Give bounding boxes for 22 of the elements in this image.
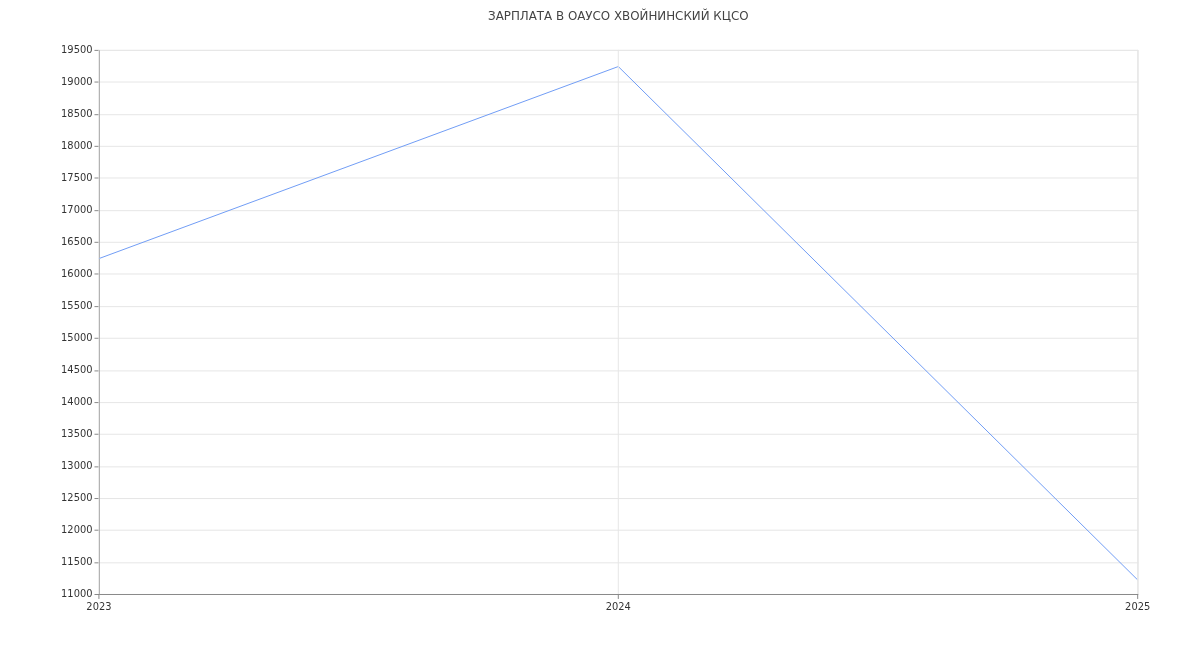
y-tick-label: 15000 xyxy=(61,332,93,344)
chart-title: ЗАРПЛАТА В ОАУСО ХВОЙНИНСКИЙ КЦСО xyxy=(488,8,749,24)
y-tick-label: 16500 xyxy=(61,236,93,248)
y-tick-label: 11500 xyxy=(61,556,93,568)
y-tick-label: 19500 xyxy=(61,44,93,56)
y-tick-label: 18500 xyxy=(61,108,93,120)
y-tick-label: 12500 xyxy=(61,492,93,504)
y-tick-label: 12000 xyxy=(61,524,93,536)
y-tick-label: 13500 xyxy=(61,428,93,440)
y-tick-label: 17000 xyxy=(61,204,93,216)
y-tick-label: 19000 xyxy=(61,76,93,88)
y-tick-label: 11000 xyxy=(61,588,93,600)
y-tick-label: 16000 xyxy=(61,268,93,280)
x-tick-label: 2024 xyxy=(605,600,631,612)
x-tick-label: 2023 xyxy=(86,600,112,612)
y-tick-label: 14000 xyxy=(61,396,93,408)
y-tick-label: 14500 xyxy=(61,364,93,376)
y-tick-label: 13000 xyxy=(61,460,93,472)
x-tick-label: 2025 xyxy=(1125,600,1151,612)
y-tick-label: 15500 xyxy=(61,300,93,312)
y-tick-label: 17500 xyxy=(61,172,93,184)
y-tick-label: 18000 xyxy=(61,140,93,152)
